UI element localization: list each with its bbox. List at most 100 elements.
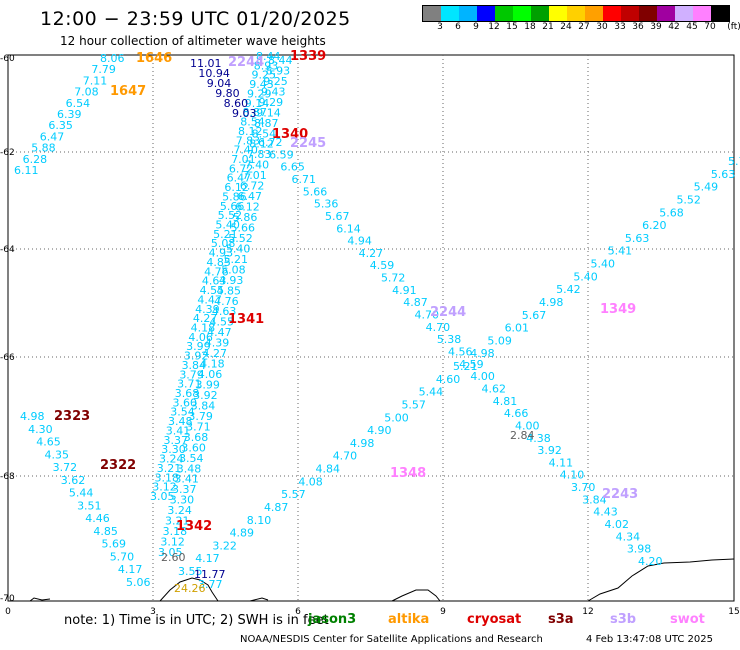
colorbar-label: 9 <box>473 22 479 32</box>
track-value-label: 5.52 <box>676 193 701 206</box>
track-value-label: 3.71 <box>177 378 202 391</box>
colorbar-label: 27 <box>578 22 590 32</box>
track-id-label: 1349 <box>600 302 636 317</box>
colorbar-label: 39 <box>650 22 662 32</box>
track-value-label: 9.25 <box>263 75 288 88</box>
track-value-label: 5.40 <box>226 242 251 255</box>
track-value-label: 7.08 <box>74 86 99 99</box>
track-value-label: 4.81 <box>493 395 518 408</box>
track-value-label: 3.84 <box>182 359 207 372</box>
track-value-label: 3.18 <box>155 471 180 484</box>
track-value-label: 3.79 <box>179 368 204 381</box>
track-id-label: 1348 <box>390 466 426 481</box>
track-value-label: 3.79 <box>188 410 213 423</box>
track-value-label: 7.83 <box>236 134 261 147</box>
track-value-label: 2.60 <box>161 551 186 564</box>
track-value-label: 3.92 <box>193 389 218 402</box>
track-value-label: 3.41 <box>166 424 191 437</box>
colorbar-label: 18 <box>524 22 536 32</box>
colorbar-label: 42 <box>668 22 680 32</box>
colorbar-cell <box>675 6 693 21</box>
footer-note: note: 1) Time is in UTC; 2) SWH is in fe… <box>64 613 329 628</box>
track-value-label: 9.43 <box>261 85 286 98</box>
track-value-label: 9.29 <box>247 87 272 100</box>
track-value-label: 3.12 <box>152 481 177 494</box>
track-value-label: 3.99 <box>195 379 220 392</box>
track-value-label: 5.52 <box>218 209 243 222</box>
track-value-label: 4.76 <box>214 295 239 308</box>
y-tick-label: -70 <box>0 594 15 604</box>
track-value-label: 5.21 <box>453 360 478 373</box>
track-value-label: 5.67 <box>522 309 547 322</box>
colorbar-cell <box>477 6 495 21</box>
track-value-label: 8.12 <box>249 138 274 151</box>
x-tick-label: 3 <box>150 607 156 617</box>
colorbar-cell <box>549 6 567 21</box>
track-value-label: 4.39 <box>195 303 220 316</box>
track-value-label: 5.63 <box>711 168 736 181</box>
track-value-label: 5.44 <box>69 487 94 500</box>
track-value-label: 7.01 <box>231 153 256 166</box>
colorbar-cell <box>711 6 729 21</box>
track-value-label: 5.38 <box>437 333 462 346</box>
track-value-label: 4.98 <box>539 296 564 309</box>
track-value-label: 4.93 <box>219 274 244 287</box>
colorbar-label: 3 <box>437 22 443 32</box>
x-tick-label: 15 <box>728 607 739 617</box>
grid-lines <box>8 55 734 601</box>
track-id-label: 1341 <box>228 312 264 327</box>
track-value-label: 5.49 <box>694 181 719 194</box>
track-value-label: 6.47 <box>238 190 263 203</box>
axis-tick-labels: 0 3 6 9 12 15 -60 -62 -64 -66 -68 -70 <box>0 54 740 617</box>
track-value-label: 4.70 <box>414 309 439 322</box>
track-value-label: 5.06 <box>126 576 151 589</box>
track-value-label: 5.70 <box>110 550 135 563</box>
track-value-label: 5.00 <box>384 411 409 424</box>
track-value-label: 3.92 <box>184 350 209 363</box>
track-value-label: 3.92 <box>537 444 562 457</box>
track-value-label: 3.55 <box>178 565 203 578</box>
track-value-label: 3.98 <box>627 543 652 556</box>
track-value-label: 4.02 <box>604 518 629 531</box>
track-value-label: 4.56 <box>448 346 473 359</box>
track-value-label: 8.93 <box>254 59 279 72</box>
y-tick-label: -66 <box>0 353 15 363</box>
track-id-label: 2244 <box>430 305 466 320</box>
track-value-label: 8.54 <box>252 127 276 140</box>
track-value-label: 4.47 <box>197 293 222 306</box>
legend-item-altika: altika <box>388 612 430 627</box>
track-value-label: 3.37 <box>172 483 197 496</box>
track-value-label: 4.59 <box>370 259 395 272</box>
track-value-label: 4.08 <box>298 475 323 488</box>
track-value-label: 3.70 <box>571 481 596 494</box>
track-value-label: 3.54 <box>170 406 195 419</box>
track-value-label: 4.17 <box>118 563 143 576</box>
track-value-label: 6.54 <box>66 97 91 110</box>
track-value-label: 6.01 <box>505 322 530 335</box>
colorbar-cell <box>585 6 603 21</box>
track-value-label: 5.66 <box>231 221 256 234</box>
track-value-label: 6.71 <box>292 173 317 186</box>
track-value-label: 6.11 <box>14 164 39 177</box>
track-value-label: 4.98 <box>350 437 375 450</box>
x-tick-label: 9 <box>440 607 446 617</box>
track-value-label: 4.46 <box>85 512 110 525</box>
track-value-label: 4.87 <box>264 501 289 514</box>
track-value-label: 6.65 <box>280 161 305 174</box>
track-value-label: 5.52 <box>228 232 253 245</box>
track-value-label: 3.48 <box>177 462 202 475</box>
track-value-label: 3.05 <box>158 546 183 559</box>
y-tick-label: -68 <box>0 472 15 482</box>
colorbar-labels: 3 6 9 12 15 18 21 24 27 30 33 36 39 42 45 70 (ft) <box>422 22 740 36</box>
track-id-label: 1342 <box>176 519 212 534</box>
track-value-label: 5.63 <box>625 232 650 245</box>
track-id-label: 2323 <box>54 409 90 424</box>
track-value-label: 3.37 <box>164 434 189 447</box>
track-value-label: 5.08 <box>211 237 236 250</box>
track-value-label: 4.89 <box>230 527 255 540</box>
track-value-label: 4.06 <box>198 368 223 381</box>
colorbar-label: 24 <box>560 22 572 32</box>
colorbar-cell <box>639 6 657 21</box>
track-value-label: 4.38 <box>526 432 551 445</box>
